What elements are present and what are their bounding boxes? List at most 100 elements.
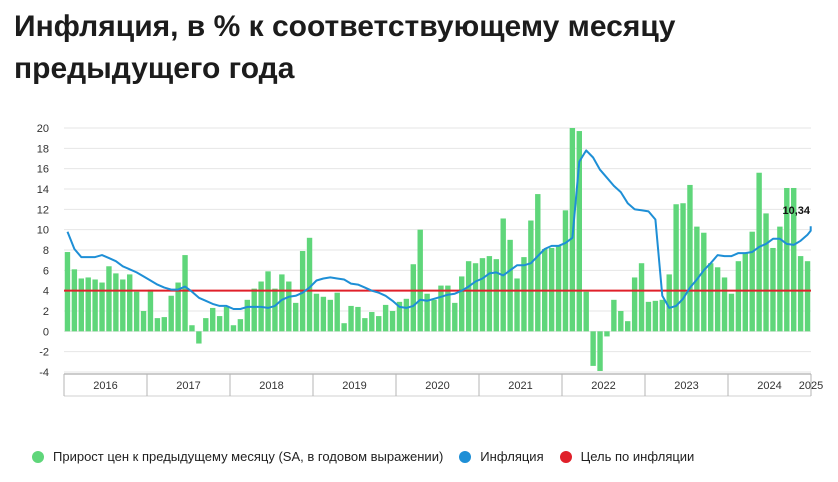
annotations: 10,34: [782, 205, 810, 217]
bar: [431, 299, 437, 332]
bar: [85, 277, 91, 332]
bar: [410, 264, 416, 332]
bar: [590, 331, 596, 366]
bar: [721, 277, 728, 332]
bar: [396, 301, 403, 332]
y-tick-label: 4: [43, 286, 49, 298]
bar: [507, 239, 513, 332]
legend-label-inflation: Инфляция: [480, 449, 544, 464]
bar: [749, 231, 755, 332]
bar: [334, 292, 340, 332]
bar: [465, 261, 472, 332]
bar: [279, 274, 285, 332]
bar: [486, 256, 493, 332]
x-tick-label: 2021: [508, 380, 532, 392]
bar: [784, 187, 790, 332]
x-tick-label: 2025: [799, 380, 823, 392]
bar: [631, 277, 638, 332]
bar: [237, 319, 244, 332]
bar: [341, 323, 347, 332]
legend: Прирост цен к предыдущему месяцу (SA, в …: [32, 449, 710, 464]
bar: [770, 247, 776, 332]
bar: [438, 285, 444, 332]
bar: [673, 204, 679, 332]
bar: [777, 226, 783, 332]
bar: [417, 229, 423, 332]
bar: [555, 245, 562, 332]
bar: [791, 187, 797, 332]
bar: [728, 293, 735, 332]
bar: [203, 318, 209, 332]
bar: [71, 269, 78, 332]
y-axis-labels: -4 -2 0 2 4 6 8 10 12 14 16 18 20: [37, 123, 49, 379]
bar: [701, 232, 707, 332]
bar: [625, 321, 631, 332]
bar: [154, 318, 161, 332]
bar: [230, 325, 237, 332]
bar: [175, 282, 181, 332]
bar: [389, 311, 396, 332]
bar: [659, 299, 665, 332]
bar: [756, 172, 762, 332]
bar: [168, 295, 174, 332]
bar: [313, 293, 320, 332]
bar: [804, 261, 811, 332]
x-axis: 2016 2017 2018 2019 2020 2021 2022 2023 2024 2025: [63, 373, 823, 397]
x-tick-label: 2020: [425, 380, 449, 392]
bar: [210, 307, 216, 332]
bar: [244, 299, 250, 332]
bar: [472, 263, 479, 332]
bar: [479, 258, 486, 332]
legend-swatch-inflation: [459, 450, 472, 463]
bar: [362, 318, 368, 332]
y-tick-label: -4: [39, 367, 49, 379]
bar: [652, 300, 659, 332]
bar: [92, 279, 98, 332]
bar: [327, 299, 333, 332]
y-tick-label: 12: [37, 204, 49, 216]
bar: [645, 301, 652, 332]
bar: [78, 278, 84, 332]
bar: [120, 279, 126, 332]
inflation-line: [66, 149, 812, 310]
legend-item-inflation: Инфляция: [459, 449, 544, 464]
bar: [140, 311, 147, 332]
legend-label-bars: Прирост цен к предыдущему месяцу (SA, в …: [53, 449, 444, 464]
y-tick-label: 8: [43, 245, 49, 257]
bar: [376, 316, 382, 332]
y-tick-label: -2: [39, 347, 49, 359]
y-tick-label: 16: [37, 164, 49, 176]
end-value-label: 10,34: [782, 205, 810, 217]
bar: [424, 293, 430, 332]
bar: [597, 331, 603, 371]
bar: [514, 278, 520, 332]
y-tick-label: 18: [37, 143, 49, 155]
bar: [189, 325, 195, 332]
bar: [680, 203, 686, 332]
y-tick-label: 6: [43, 265, 49, 277]
bar: [742, 253, 748, 332]
bar: [687, 184, 693, 332]
x-tick-label: 2017: [176, 380, 200, 392]
bar: [369, 312, 375, 332]
bar: [403, 298, 410, 332]
bar: [251, 288, 257, 332]
bar: [64, 252, 71, 332]
bar: [216, 316, 223, 332]
y-tick-label: 2: [43, 306, 49, 318]
x-tick-label: 2024: [757, 380, 781, 392]
bar: [382, 304, 389, 332]
legend-item-bars: Прирост цен к предыдущему месяцу (SA, в …: [32, 449, 443, 464]
bar: [161, 317, 167, 332]
x-tick-label: 2023: [674, 380, 698, 392]
bar: [548, 247, 555, 332]
bar: [535, 194, 541, 332]
x-tick-label: 2018: [259, 380, 283, 392]
bar: [528, 220, 534, 332]
bar: [133, 291, 140, 332]
bar: [196, 331, 202, 344]
bar: [293, 302, 299, 332]
bar: [127, 274, 133, 332]
bar-series: [64, 128, 811, 371]
bar: [320, 296, 327, 332]
